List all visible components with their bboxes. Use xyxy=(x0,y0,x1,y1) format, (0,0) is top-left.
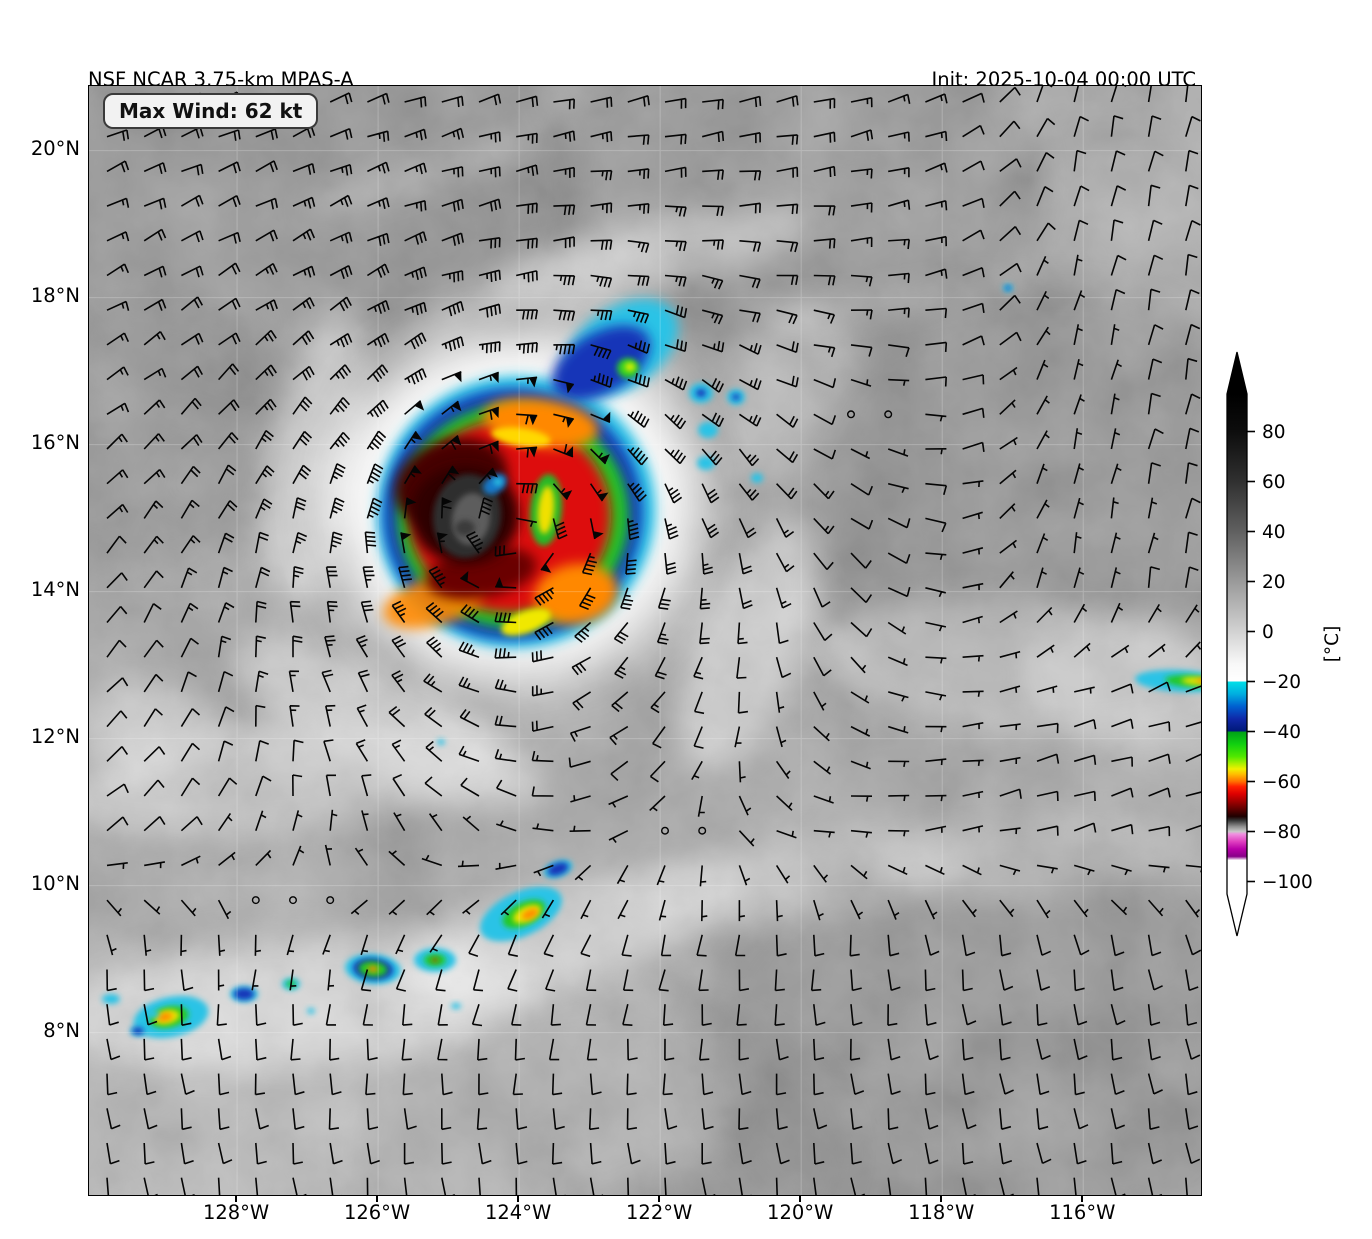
y-tick-label: 10°N xyxy=(30,871,80,895)
colorbar-tick-label: −60 xyxy=(1262,772,1301,793)
x-tick-label: 116°W xyxy=(1049,1201,1116,1224)
x-tick-label: 128°W xyxy=(202,1201,270,1224)
x-tick-label: 124°W xyxy=(484,1201,552,1224)
colorbar-axis-label: [°C] xyxy=(1322,626,1343,663)
map-panel: Max Wind: 62 kt xyxy=(88,85,1202,1196)
max-wind-badge: Max Wind: 62 kt xyxy=(103,93,319,129)
colorbar-tick-label: 60 xyxy=(1262,472,1286,493)
colorbar-canvas: 80 60 40 20 0 −20 −40 −60 −80 −100 [°C] xyxy=(1226,351,1343,937)
colorbar-tick-label: 0 xyxy=(1262,622,1274,643)
map-canvas xyxy=(89,86,1201,1195)
y-tick-label: 20°N xyxy=(30,136,80,160)
x-tick-label: 118°W xyxy=(908,1201,975,1224)
colorbar-tick-label: −100 xyxy=(1262,872,1313,893)
colorbar-tick-label: 40 xyxy=(1262,522,1286,543)
colorbar-tick-label: 20 xyxy=(1262,572,1286,593)
colorbar-tick-label: 80 xyxy=(1262,422,1286,443)
y-tick-label: 16°N xyxy=(30,430,80,454)
x-tick-mark xyxy=(799,1196,802,1202)
colorbar: 80 60 40 20 0 −20 −40 −60 −80 −100 [°C] xyxy=(1200,330,1372,970)
y-tick-label: 14°N xyxy=(30,577,80,601)
y-tick-label: 8°N xyxy=(43,1018,80,1042)
x-tick-label: 120°W xyxy=(767,1201,834,1224)
x-tick-mark xyxy=(376,1196,379,1202)
x-tick-label: 122°W xyxy=(626,1201,693,1224)
x-tick-mark xyxy=(940,1196,943,1202)
colorbar-tick-label: −80 xyxy=(1262,822,1301,843)
x-tick-mark xyxy=(235,1196,238,1202)
x-tick-mark xyxy=(1081,1196,1084,1202)
x-tick-mark xyxy=(658,1196,661,1202)
colorbar-tick-label: −20 xyxy=(1262,672,1301,693)
y-tick-label: 18°N xyxy=(30,283,80,307)
y-tick-label: 12°N xyxy=(30,724,80,748)
x-tick-mark xyxy=(517,1196,520,1202)
colorbar-tick-label: −40 xyxy=(1262,722,1301,743)
x-tick-label: 126°W xyxy=(343,1201,411,1224)
